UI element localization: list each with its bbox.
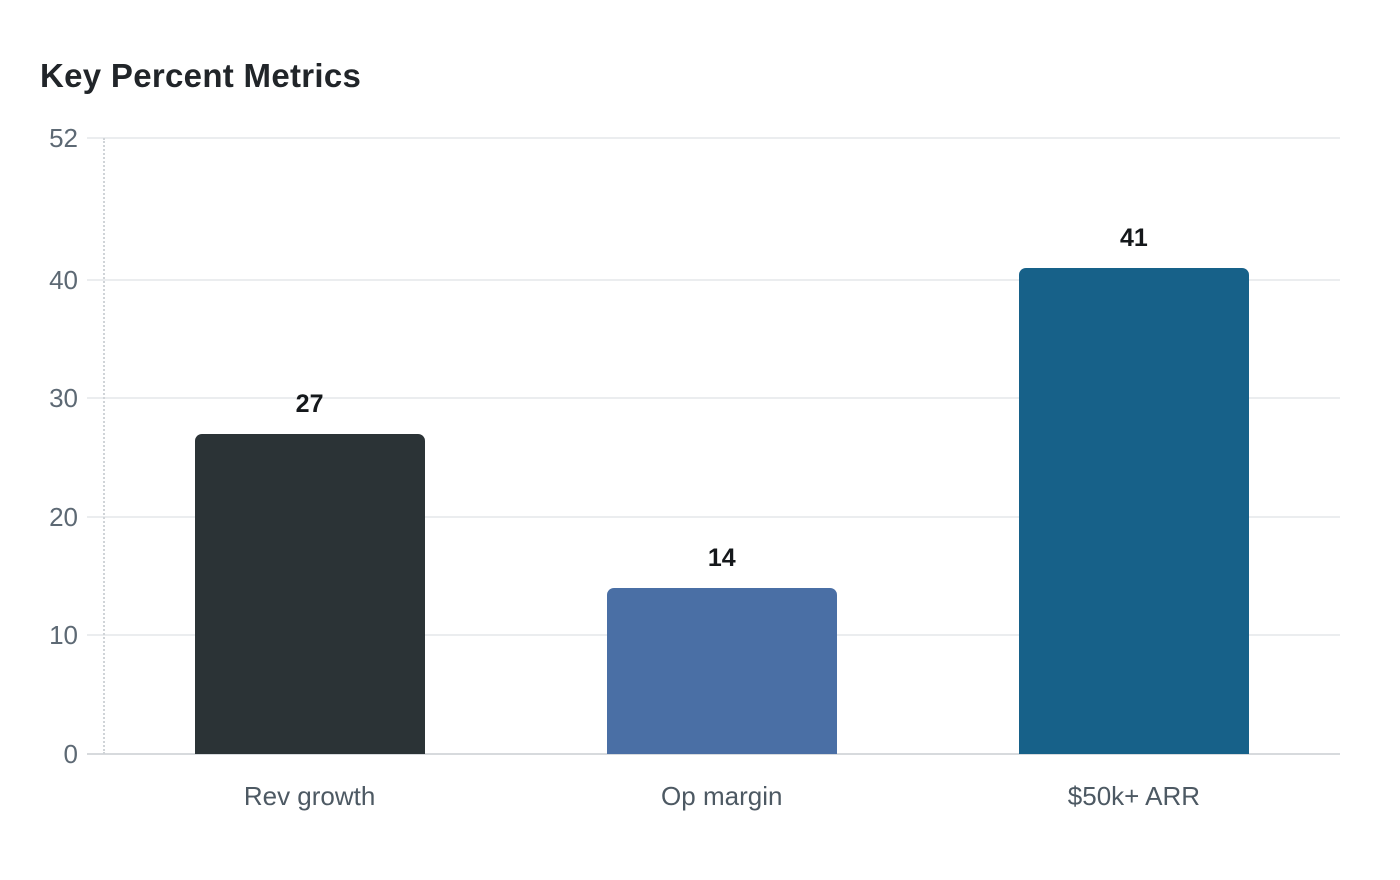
gridline [87,278,1340,281]
bar-op-margin[interactable] [606,588,837,754]
y-axis-tick-label: 0 [63,739,78,769]
bar-value-label: 27 [295,389,324,418]
chart-title: Key Percent Metrics [40,57,362,94]
gridline [87,397,1340,400]
y-axis-tick-label: 30 [49,383,78,414]
y-axis-tick-label: 10 [49,620,78,651]
y-axis-line [102,137,105,754]
gridline [87,515,1340,518]
x-axis-category-label: $50k+ ARR [1067,781,1201,811]
x-axis-category-label: Op margin [661,781,783,811]
bar-value-label: 41 [1120,223,1148,252]
y-axis-tick-label: 40 [49,264,78,295]
bar-50k-arr[interactable] [1018,267,1249,754]
gridline [87,136,1340,139]
bar-value-label: 14 [707,544,736,573]
x-axis-line [87,753,1340,755]
bar-rev-growth[interactable] [194,433,425,754]
y-axis-tick-label: 52 [49,122,78,153]
x-axis-category-label: Rev growth [243,781,376,811]
y-axis-tick-label: 20 [49,501,78,532]
